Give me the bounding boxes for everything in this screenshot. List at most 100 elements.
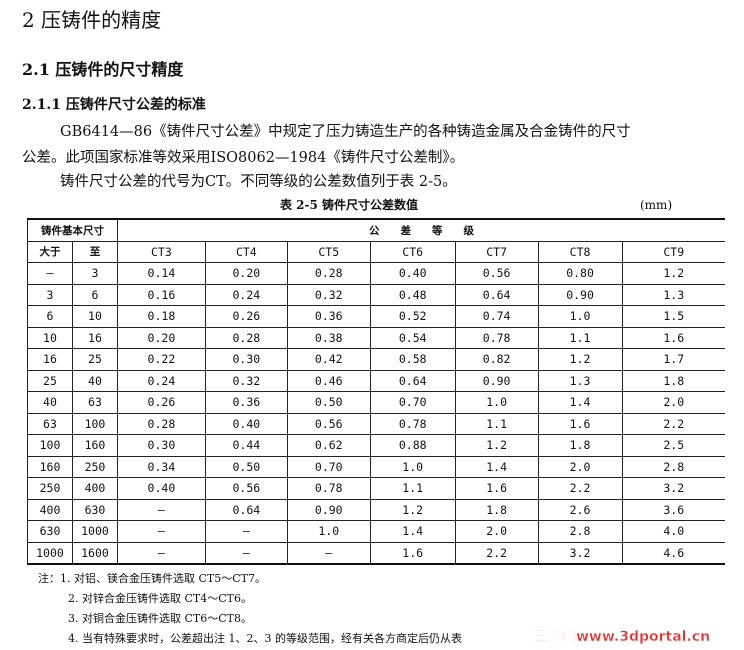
table-cell: 0.74 xyxy=(454,305,539,328)
table-cell: 40 xyxy=(71,369,118,392)
table-cell: 1.0 xyxy=(286,520,371,543)
table-cell: 0.90 xyxy=(454,369,539,392)
table-cell: 630 xyxy=(71,498,118,521)
subsection-heading: 2.1.1 压铸件尺寸公差的标准 xyxy=(22,97,206,113)
table-cell: 1.3 xyxy=(537,369,623,392)
table-cell: 1000 xyxy=(27,541,73,565)
table-cell: 1.7 xyxy=(621,348,725,371)
table-cell: 0.26 xyxy=(116,391,206,414)
table-cell: 1.2 xyxy=(537,348,623,371)
table-cell: 0.52 xyxy=(369,305,456,328)
table-cell: 0.64 xyxy=(454,283,539,306)
table-row: 100 160 0.30 0.44 0.62 0.88 1.2 1.8 2.5 xyxy=(27,434,725,457)
table-row: 6 10 0.18 0.26 0.36 0.52 0.74 1.0 1.5 xyxy=(27,305,725,328)
table-cell: 4.0 xyxy=(621,520,725,543)
table-cell: 0.32 xyxy=(204,369,288,392)
table-cell: 6 xyxy=(27,305,73,328)
table-cell: — xyxy=(116,520,206,543)
table-unit: (mm) xyxy=(640,198,673,212)
table-row: 25 40 0.24 0.32 0.46 0.64 0.90 1.3 1.8 xyxy=(27,369,725,392)
column-header: 至 xyxy=(71,240,118,263)
table-cell: 1.6 xyxy=(621,326,725,349)
table-cell: 6 xyxy=(71,283,118,306)
table-cell: 250 xyxy=(27,477,73,500)
table-cell: 25 xyxy=(27,369,73,392)
table-cell: 1.4 xyxy=(454,455,539,478)
column-header: CT6 xyxy=(369,240,456,263)
paragraph-line: 公差。此项国家标准等效采用ISO8062—1984《铸件尺寸公差制》。 xyxy=(22,150,465,166)
table-cell: 0.24 xyxy=(204,283,288,306)
table-cell: 0.50 xyxy=(286,391,371,414)
tolerance-table: 铸件基本尺寸 公 差 等 级 大于至 CT3 CT4 CT5 CT6 CT7 CT8 CT9 … xyxy=(27,218,725,565)
table-cell: 2.0 xyxy=(537,455,623,478)
table-cell: 40 xyxy=(27,391,73,414)
table-cell: 0.64 xyxy=(369,369,456,392)
table-cell: 0.58 xyxy=(369,348,456,371)
note-3: 3. 对铜合金压铸件选取 CT6～CT8。 xyxy=(68,612,252,625)
table-cell: 1.1 xyxy=(454,412,539,435)
table-cell: 0.62 xyxy=(286,434,371,457)
table-row: 63 100 0.28 0.40 0.56 0.78 1.1 1.6 2.2 xyxy=(27,412,725,435)
table-cell: 0.46 xyxy=(286,369,371,392)
table-cell: — xyxy=(204,541,288,565)
table-cell: 1.6 xyxy=(369,541,456,565)
table-cell: 1.6 xyxy=(454,477,539,500)
table-cell: — xyxy=(27,262,73,285)
watermark-logo: 三维网www.3dportal.cn xyxy=(534,629,711,645)
table-cell: 1.2 xyxy=(369,498,456,521)
table-cell: 1.2 xyxy=(621,262,725,285)
table-cell: 16 xyxy=(71,326,118,349)
note-2: 2. 对锌合金压铸件选取 CT4～CT6。 xyxy=(68,592,252,605)
table-cell: 0.32 xyxy=(286,283,371,306)
table-cell: 1.0 xyxy=(454,391,539,414)
table-cell: 1.2 xyxy=(454,434,539,457)
table-row: 160 250 0.34 0.50 0.70 1.0 1.4 2.0 2.8 xyxy=(27,455,725,478)
table-cell: 0.48 xyxy=(369,283,456,306)
table-cell: 0.34 xyxy=(116,455,206,478)
table-caption: 表 2-5 铸件尺寸公差数值 xyxy=(280,198,419,212)
table-cell: 0.64 xyxy=(204,498,288,521)
table-cell: 1.8 xyxy=(621,369,725,392)
table-cell: 0.56 xyxy=(204,477,288,500)
table-cell: 0.70 xyxy=(369,391,456,414)
table-cell: 0.78 xyxy=(369,412,456,435)
table-cell: 0.54 xyxy=(369,326,456,349)
table-cell: 0.30 xyxy=(204,348,288,371)
table-row: 1000 1600— — —1.6 2.2 3.2 4.6 xyxy=(27,541,725,565)
table-row: 250 400 0.40 0.56 0.78 1.1 1.6 2.2 3.2 xyxy=(27,477,725,500)
column-header: CT9 xyxy=(621,240,725,263)
table-cell: 2.6 xyxy=(537,498,623,521)
table-cell: 1600 xyxy=(71,541,118,565)
table-cell: 3 xyxy=(27,283,73,306)
table-cell: 1.1 xyxy=(369,477,456,500)
chapter-heading: 2 压铸件的精度 xyxy=(22,8,162,32)
table-cell: 1.8 xyxy=(454,498,539,521)
table-cell: 0.88 xyxy=(369,434,456,457)
table-cell: 1000 xyxy=(71,520,118,543)
table-cell: 250 xyxy=(71,455,118,478)
table-cell: 0.28 xyxy=(286,262,371,285)
table-cell: 3.2 xyxy=(621,477,725,500)
table-cell: 63 xyxy=(71,391,118,414)
table-cell: 0.44 xyxy=(204,434,288,457)
table-cell: 0.36 xyxy=(286,305,371,328)
column-header: CT4 xyxy=(204,240,288,263)
table-cell: 1.8 xyxy=(537,434,623,457)
table-cell: 0.90 xyxy=(286,498,371,521)
table-cell: 100 xyxy=(71,412,118,435)
table-cell: 1.1 xyxy=(537,326,623,349)
column-header: 大于 xyxy=(27,240,73,263)
table-cell: 160 xyxy=(71,434,118,457)
table-cell: 400 xyxy=(71,477,118,500)
table-cell: 2.8 xyxy=(621,455,725,478)
table-cell: 0.80 xyxy=(537,262,623,285)
table-cell: 0.38 xyxy=(286,326,371,349)
table-cell: 2.2 xyxy=(621,412,725,435)
note-4: 4. 当有特殊要求时，公差超出注 1、2、3 的等级范围，经有关各方商定后仍从表 xyxy=(68,632,462,645)
table-cell: 0.50 xyxy=(204,455,288,478)
table-cell: 0.28 xyxy=(116,412,206,435)
table-cell: 0.56 xyxy=(286,412,371,435)
table-cell: 63 xyxy=(27,412,73,435)
header-tolerance-grade: 公 差 等 级 xyxy=(116,218,725,242)
table-cell: 0.14 xyxy=(116,262,206,285)
